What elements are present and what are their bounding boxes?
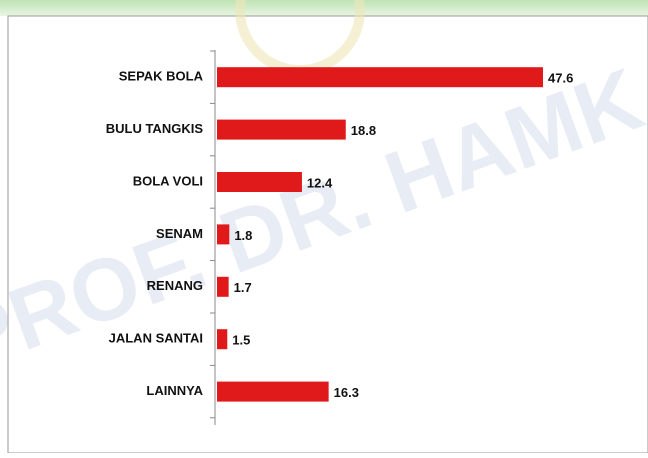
category-label: RENANG: [147, 278, 203, 293]
top-strip: [0, 0, 648, 16]
data-label: 1.8: [234, 228, 252, 243]
bar: [217, 67, 543, 87]
category-label: BULU TANGKIS: [106, 121, 204, 136]
data-label: 1.5: [232, 333, 250, 348]
bar: [217, 277, 229, 297]
category-label: BOLA VOLI: [133, 173, 203, 188]
category-label: LAINNYA: [146, 383, 203, 398]
category-label: SENAM: [156, 226, 203, 241]
bar: [217, 172, 302, 192]
category-label: SEPAK BOLA: [119, 69, 204, 84]
data-label: 18.8: [351, 123, 376, 138]
data-label: 1.7: [234, 280, 252, 295]
data-label: 12.4: [307, 175, 333, 190]
bar: [217, 120, 346, 140]
bar: [217, 224, 229, 244]
page: {"chart_data": {"type": "bar", "orientat…: [0, 0, 648, 453]
bar: [217, 382, 329, 402]
bar: [217, 329, 227, 349]
data-label: 47.6: [548, 71, 573, 86]
chart: PROF. DR. HAMKA SEPAK BOLA47.6BULU TANGK…: [0, 0, 648, 453]
data-label: 16.3: [334, 385, 359, 400]
category-label: JALAN SANTAI: [109, 331, 203, 346]
